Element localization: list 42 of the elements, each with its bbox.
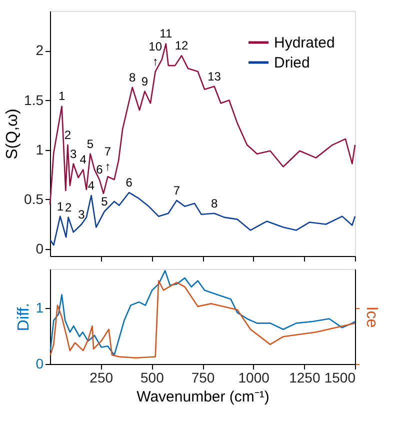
y-axis-title: S(Q,ω) (4, 108, 22, 160)
annotation: 13 (208, 69, 222, 84)
annotation: 11 (160, 26, 172, 41)
annotation: 1 (58, 89, 66, 104)
x-tick-label: 250 (90, 370, 114, 386)
y-tick-label: 0 (36, 240, 44, 257)
annotation: 7 (173, 183, 180, 198)
annotation: 8 (129, 70, 136, 84)
annotation: 8 (210, 196, 218, 210)
annotation: 2 (64, 200, 72, 214)
annotation: 2 (64, 128, 72, 142)
annotation: 9 (141, 74, 148, 88)
x-tick-label: 1000 (238, 370, 270, 386)
legend-label: Hydrated (274, 34, 335, 52)
annotation: ↑ (104, 160, 111, 174)
y-tick-label: 1 (36, 300, 44, 316)
annotation: 1 (56, 199, 64, 214)
x-tick-label: 500 (140, 370, 164, 386)
legend-label: Dried (274, 54, 310, 72)
y2-axis-title: Ice (363, 306, 380, 328)
annotation: 6 (96, 162, 104, 177)
annotation: 5 (101, 194, 108, 208)
annotation: 3 (70, 146, 78, 161)
x-tick-label: 750 (191, 370, 215, 386)
y-tick-label: 0 (36, 356, 44, 372)
x-axis-title: Wavenumber (cm⁻¹) (136, 388, 270, 406)
annotation: ↑ (152, 54, 158, 69)
annotation: 12 (174, 38, 189, 53)
annotation: 10 (148, 40, 162, 54)
y-tick-label: 2 (36, 42, 44, 58)
annotation: 4 (80, 152, 87, 167)
y-tick-label: 1.5 (24, 92, 44, 108)
y-tick-label: 1 (36, 141, 44, 158)
annotation: 7 (104, 144, 112, 159)
y-tick-label: 0.5 (24, 190, 44, 207)
y-axis-title: Diff. (16, 302, 33, 332)
annotation: 4 (88, 178, 95, 192)
x-tick-label: 1500 (324, 370, 356, 386)
annotation: 6 (126, 176, 133, 190)
x-tick-label: 1250 (289, 370, 320, 386)
annotation: 5 (86, 136, 94, 151)
annotation: 3 (78, 207, 86, 222)
